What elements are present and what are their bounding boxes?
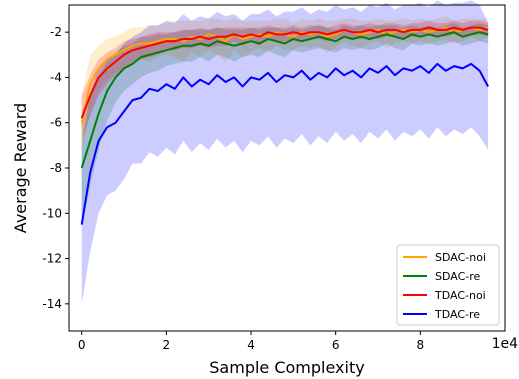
confidence-bands	[81, 0, 489, 304]
x-tick-label: 0	[78, 338, 86, 352]
y-tick-label: -6	[50, 116, 62, 130]
y-tick-label: -10	[42, 206, 62, 220]
band-tdac-noi	[81, 20, 489, 141]
x-tick-label: 4	[247, 338, 255, 352]
y-tick-label: -12	[42, 252, 62, 266]
x-axis-title: Sample Complexity	[209, 358, 364, 377]
line-tdac-noi	[80, 26, 489, 119]
legend-label: SDAC-noi	[435, 251, 486, 264]
y-axis-title: Average Reward	[11, 103, 30, 233]
x-axis-offset-label: 1e4	[492, 336, 519, 352]
y-tick-label: -2	[50, 25, 62, 39]
line-sdac-re	[80, 31, 489, 169]
legend: SDAC-noi SDAC-re TDAC-noi TDAC-re	[396, 244, 500, 326]
x-tick-label: 6	[332, 338, 340, 352]
band-tdac-re	[81, 0, 489, 304]
x-axis-ticks: 0 2 4 6 8	[78, 331, 424, 352]
y-axis-ticks: -14 -12 -10 -8 -6 -4 -2	[42, 25, 69, 311]
y-tick-label: -8	[50, 161, 62, 175]
legend-label: TDAC-re	[434, 308, 480, 321]
x-tick-label: 2	[163, 338, 171, 352]
legend-label: TDAC-noi	[434, 289, 486, 302]
legend-box	[396, 244, 500, 326]
legend-label: SDAC-re	[435, 270, 481, 283]
y-tick-label: -14	[42, 297, 62, 311]
x-tick-label: 8	[417, 338, 425, 352]
band-sdac-noi	[81, 16, 489, 150]
line-tdac-re	[80, 62, 489, 225]
y-tick-label: -4	[50, 70, 62, 84]
series-lines	[80, 26, 489, 225]
